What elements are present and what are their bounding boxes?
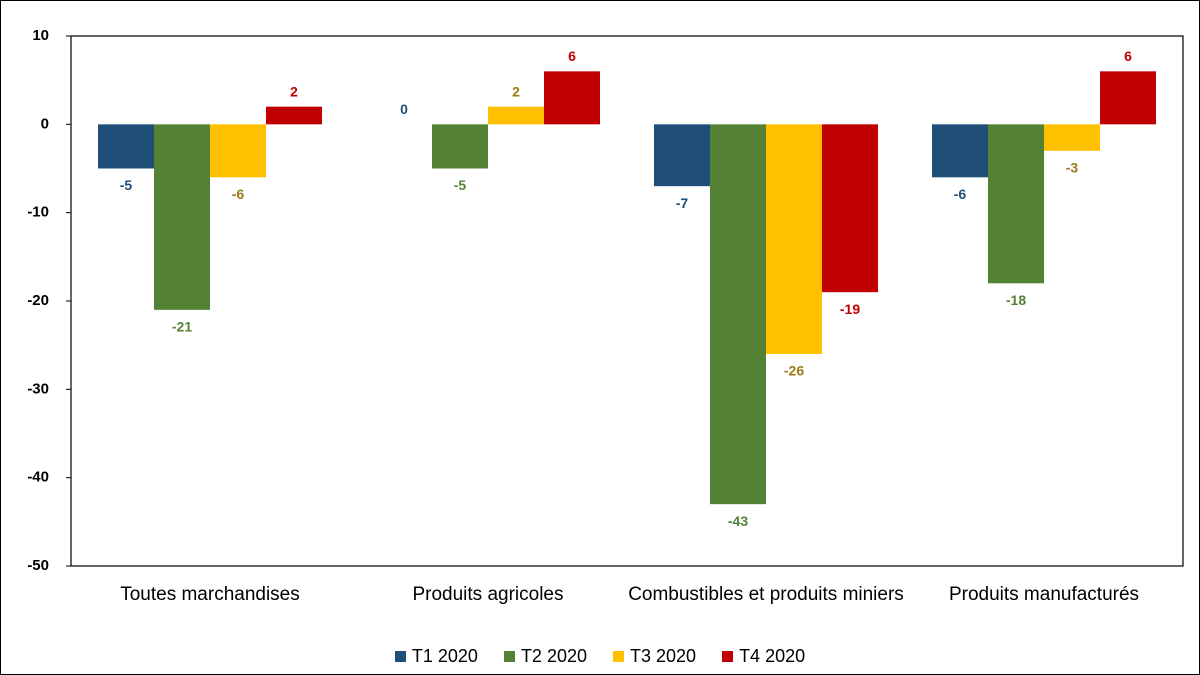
bar xyxy=(932,124,988,178)
bar xyxy=(266,106,322,125)
data-label: 6 xyxy=(568,48,576,64)
bar xyxy=(654,124,710,187)
legend: T1 2020 T2 2020 T3 2020 T4 2020 xyxy=(1,646,1199,667)
data-label: -26 xyxy=(784,363,804,379)
data-label: -43 xyxy=(728,513,748,529)
bar xyxy=(710,124,766,505)
x-tick-label: Combustibles et produits miniers xyxy=(628,584,904,605)
bar xyxy=(154,124,210,310)
data-label: -21 xyxy=(172,319,192,335)
data-label: 2 xyxy=(512,83,520,99)
legend-swatch xyxy=(503,651,515,662)
data-label: -3 xyxy=(1066,160,1079,176)
legend-label: T1 2020 xyxy=(411,646,478,666)
legend-label: T2 2020 xyxy=(520,646,587,666)
bar xyxy=(766,124,822,354)
data-label: -18 xyxy=(1006,292,1026,308)
bar xyxy=(1100,71,1156,125)
legend-item: T2 2020 xyxy=(503,646,587,667)
legend-swatch xyxy=(722,651,734,662)
bar xyxy=(544,71,600,125)
bar xyxy=(432,124,488,169)
legend-item: T1 2020 xyxy=(394,646,478,667)
bar xyxy=(822,124,878,293)
data-label: 6 xyxy=(1124,48,1132,64)
x-tick-label: Toutes marchandises xyxy=(120,584,300,605)
data-label: -5 xyxy=(120,177,133,193)
legend-swatch xyxy=(394,651,406,662)
y-tick-label: 0 xyxy=(41,115,49,132)
bar xyxy=(210,124,266,178)
x-tick-label: Produits agricoles xyxy=(412,584,564,605)
x-tick-label: Produits manufacturés xyxy=(948,584,1140,605)
bar xyxy=(488,106,544,125)
data-label: 2 xyxy=(290,83,298,99)
data-label: -7 xyxy=(676,195,689,211)
y-tick-label: -40 xyxy=(27,469,49,486)
y-tick-label: -30 xyxy=(27,380,49,397)
legend-item: T3 2020 xyxy=(613,646,696,667)
legend-item: T4 2020 xyxy=(722,646,805,667)
bar xyxy=(1044,124,1100,151)
y-tick-label: -50 xyxy=(27,557,49,574)
legend-label: T4 2020 xyxy=(739,646,806,666)
y-tick-label: 10 xyxy=(32,27,49,44)
data-label: -19 xyxy=(840,301,860,317)
bar xyxy=(98,124,154,169)
data-label: 0 xyxy=(400,101,408,117)
data-label: -5 xyxy=(454,177,467,193)
legend-swatch xyxy=(613,651,624,662)
legend-label: T3 2020 xyxy=(630,646,697,666)
y-tick-label: -10 xyxy=(27,204,49,221)
y-tick-label: -20 xyxy=(27,292,49,309)
bar xyxy=(988,124,1044,284)
data-label: -6 xyxy=(954,186,967,202)
data-label: -6 xyxy=(232,186,245,202)
